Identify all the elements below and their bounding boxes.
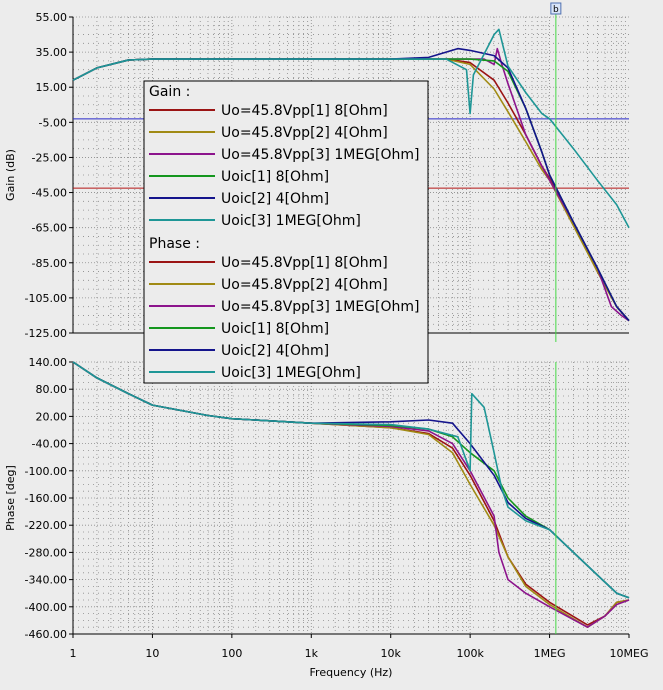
y-tick-label: -105.00 <box>25 292 67 305</box>
y-tick-label: 80.00 <box>36 383 68 396</box>
x-tick-label: 1MEG <box>534 647 566 660</box>
y-axis-label: Gain (dB) <box>4 149 17 201</box>
series-line-s6 <box>72 28 630 229</box>
y-tick-label: -25.00 <box>32 151 67 164</box>
legend-item-label: Uoic[3] 1MEG[Ohm] <box>221 365 361 381</box>
y-tick-label: 55.00 <box>36 11 68 24</box>
x-tick-label: 10k <box>381 647 402 660</box>
legend-item-label: Uo=45.8Vpp[2] 4[Ohm] <box>221 277 388 293</box>
y-tick-label: 140.00 <box>29 356 68 369</box>
x-tick-label: 1k <box>305 647 319 660</box>
legend-item-label: Uo=45.8Vpp[2] 4[Ohm] <box>221 125 388 141</box>
cursor-handle <box>550 2 562 15</box>
series-line-s6 <box>72 361 630 599</box>
y-tick-label: -100.00 <box>25 465 67 478</box>
y-tick-label: -460.00 <box>25 628 67 641</box>
x-tick-label: 1 <box>70 647 77 660</box>
x-tick-label: 100 <box>221 647 242 660</box>
y-tick-label: -45.00 <box>32 187 67 200</box>
cursor-label: b <box>553 5 559 15</box>
y-tick-label: -125.00 <box>25 327 67 340</box>
y-tick-label: -5.00 <box>39 116 67 129</box>
y-tick-label: -85.00 <box>32 257 67 270</box>
y-tick-label: -40.00 <box>32 438 67 451</box>
y-tick-label: -400.00 <box>25 601 67 614</box>
x-tick-label: 100k <box>456 647 484 660</box>
legend-item-label: Uo=45.8Vpp[1] 8[Ohm] <box>221 103 388 119</box>
y-tick-label: -220.00 <box>25 519 67 532</box>
legend-item-label: Uo=45.8Vpp[3] 1MEG[Ohm] <box>221 299 419 315</box>
phase-panel: 140.00 80.00 20.00 -40.00 -100.00 -160.00 -220… <box>4 356 630 641</box>
y-tick-label: 15.00 <box>36 81 68 94</box>
x-tick-label: 10MEG <box>610 647 649 660</box>
y-tick-label: -340.00 <box>25 574 67 587</box>
legend-item-label: Uoic[2] 4[Ohm] <box>221 191 329 207</box>
legend-item-label: Uoic[3] 1MEG[Ohm] <box>221 213 361 229</box>
legend-heading-gain: Gain : <box>149 84 190 100</box>
legend-item-label: Uoic[1] 8[Ohm] <box>221 321 329 337</box>
y-tick-label: 35.00 <box>36 46 68 59</box>
y-tick-label: 20.00 <box>36 410 68 423</box>
y-axis-label: Phase [deg] <box>4 465 17 531</box>
x-tick-label: 10 <box>145 647 159 660</box>
legend-item-label: Uoic[1] 8[Ohm] <box>221 169 329 185</box>
y-tick-label: -160.00 <box>25 492 67 505</box>
legend-item-label: Uo=45.8Vpp[1] 8[Ohm] <box>221 255 388 271</box>
y-tick-label: -65.00 <box>32 222 67 235</box>
legend-item-label: Uo=45.8Vpp[3] 1MEG[Ohm] <box>221 147 419 163</box>
x-axis-label: Frequency (Hz) <box>310 666 393 679</box>
legend-heading-phase: Phase : <box>149 236 200 252</box>
y-tick-label: -280.00 <box>25 546 67 559</box>
legend-item-label: Uoic[2] 4[Ohm] <box>221 343 329 359</box>
